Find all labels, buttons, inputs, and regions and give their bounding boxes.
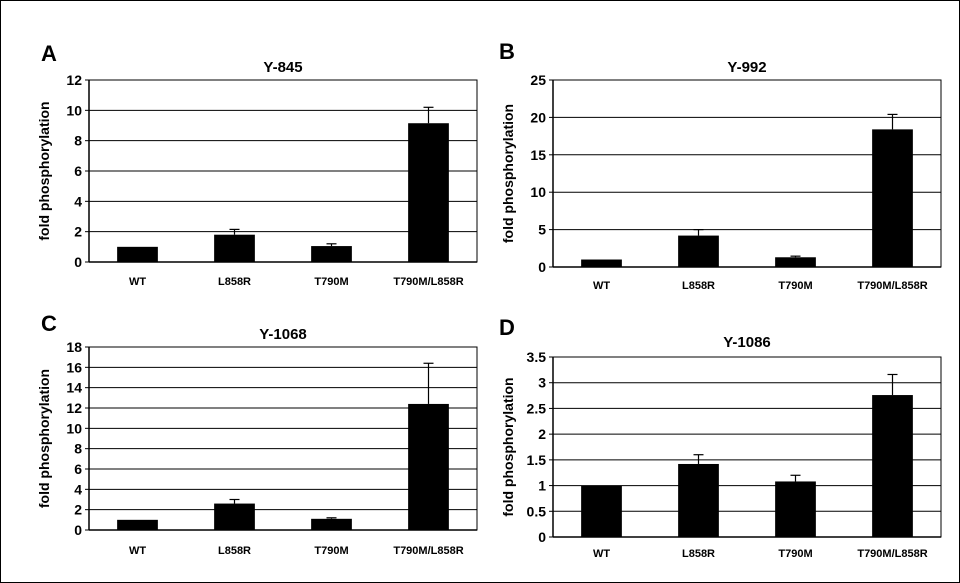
y-tick-label: 0 — [74, 254, 82, 270]
bar-t790m — [775, 257, 816, 267]
bar-t790m-l858r — [408, 403, 449, 530]
panel-letter: B — [499, 39, 515, 64]
y-tick-label: 0 — [74, 522, 82, 538]
y-tick-label: 2.5 — [527, 400, 547, 416]
bar-l858r — [214, 234, 255, 262]
bar-t790m — [775, 481, 816, 537]
y-tick-label: 8 — [74, 133, 82, 149]
chart-panel-d: D Y-1086 fold phosphorylation 0 0.5 1 1.5 2 2.5 3… — [499, 315, 942, 560]
y-tick-label: 4 — [74, 481, 82, 497]
y-tick-label: 0.5 — [527, 503, 547, 519]
y-tick-label: 2 — [74, 224, 82, 240]
y-tick-label: 16 — [66, 359, 82, 375]
y-tick-label: 1.5 — [527, 452, 547, 468]
bar-t790m-l858r — [408, 123, 449, 262]
bar-l858r — [214, 503, 255, 530]
chart-title: Y-1086 — [723, 334, 771, 351]
y-tick-label: 2 — [538, 426, 546, 442]
bar-t790m-l858r — [872, 129, 913, 267]
y-tick-label: 2 — [74, 502, 82, 518]
x-tick-label: T790M/L858R — [393, 545, 463, 557]
bar-l858r — [678, 235, 719, 267]
x-tick-label: L858R — [218, 276, 251, 288]
y-axis-label: fold phosphorylation — [500, 104, 516, 243]
y-tick-label: 1 — [538, 478, 546, 494]
bar-l858r — [678, 463, 719, 537]
chart-title: Y-992 — [727, 59, 766, 76]
y-tick-label: 12 — [66, 400, 82, 416]
panel-letter: C — [41, 311, 57, 336]
y-tick-label: 6 — [74, 163, 82, 179]
y-tick-label: 3 — [538, 375, 546, 391]
y-tick-label: 10 — [66, 420, 82, 436]
y-tick-label: 0 — [538, 259, 546, 275]
y-tick-label: 15 — [530, 147, 546, 163]
y-tick-label: 12 — [66, 72, 82, 88]
panel-letter: A — [41, 41, 57, 66]
bar-wt — [117, 519, 158, 530]
bar-wt — [117, 246, 158, 262]
y-tick-label: 3.5 — [527, 349, 547, 365]
x-tick-label: L858R — [682, 280, 715, 292]
y-tick-label: 8 — [74, 441, 82, 457]
bar-wt — [581, 259, 622, 267]
x-tick-label: L858R — [218, 545, 251, 557]
y-axis-label: fold phosphorylation — [36, 101, 52, 240]
x-tick-label: T790M — [314, 276, 348, 288]
x-tick-label: T790M/L858R — [857, 280, 927, 292]
x-tick-label: WT — [129, 276, 146, 288]
y-tick-label: 4 — [74, 193, 82, 209]
x-tick-label: WT — [593, 548, 610, 560]
x-tick-label: WT — [593, 280, 610, 292]
x-tick-label: T790M — [778, 280, 812, 292]
y-tick-label: 18 — [66, 339, 82, 355]
bar-t790m — [311, 246, 352, 262]
chart-panel-a: A Y-845 fold phosphorylation 0 2 4 6 8 10 12 WT L85… — [36, 41, 478, 288]
y-axis-label: fold phosphorylation — [36, 369, 52, 508]
y-tick-label: 0 — [538, 529, 546, 545]
x-tick-label: T790M/L858R — [857, 548, 927, 560]
chart-panel-b: B Y-992 fold phosphorylation 0 5 10 15 20 25 WT L8… — [499, 39, 942, 292]
bar-t790m — [311, 518, 352, 530]
bar-t790m-l858r — [872, 395, 913, 537]
chart-title: Y-845 — [263, 59, 302, 76]
y-tick-label: 14 — [66, 380, 82, 396]
y-tick-label: 20 — [530, 109, 546, 125]
x-tick-label: T790M — [778, 548, 812, 560]
y-tick-label: 6 — [74, 461, 82, 477]
y-tick-label: 5 — [538, 222, 546, 238]
y-tick-label: 10 — [66, 102, 82, 118]
y-axis-label: fold phosphorylation — [500, 377, 516, 516]
panel-letter: D — [499, 315, 515, 340]
chart-title: Y-1068 — [259, 326, 307, 343]
chart-panel-c: C Y-1068 fold phosphorylation 0 2 4 6 8 10 12 14 16… — [36, 311, 478, 557]
x-tick-label: WT — [129, 545, 146, 557]
x-tick-label: T790M — [314, 545, 348, 557]
y-tick-label: 25 — [530, 72, 546, 88]
y-tick-label: 10 — [530, 184, 546, 200]
x-tick-label: L858R — [682, 548, 715, 560]
x-tick-label: T790M/L858R — [393, 276, 463, 288]
bar-wt — [581, 485, 622, 537]
